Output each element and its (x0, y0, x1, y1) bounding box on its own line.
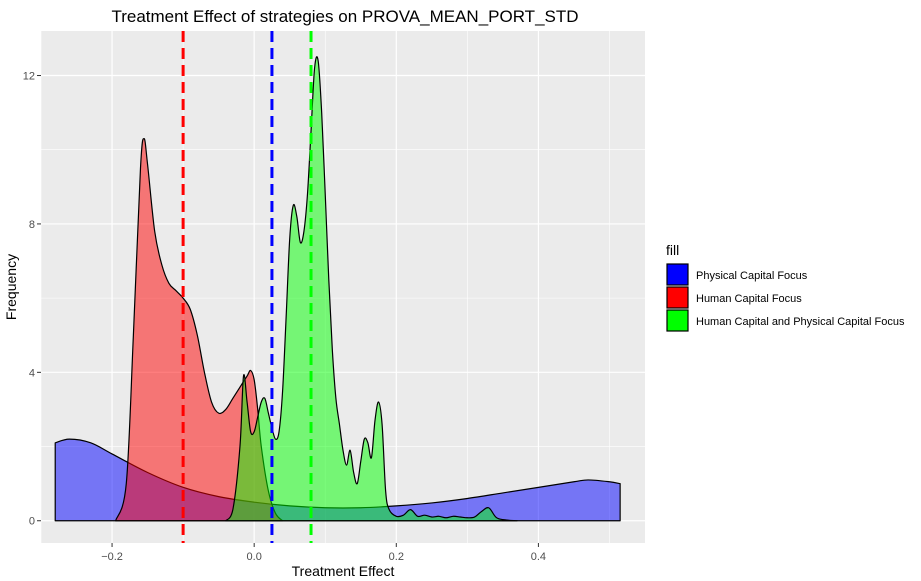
density-area-both (225, 56, 518, 522)
legend-key (666, 263, 689, 286)
legend-label: Physical Capital Focus (696, 270, 808, 282)
y-tick-label: 4 (29, 367, 35, 379)
y-tick-label: 0 (29, 516, 35, 528)
legend-key (666, 286, 689, 309)
legend-item-human: Human Capital Focus (666, 286, 802, 309)
y-axis-title: Frequency (3, 254, 19, 320)
legend: fill Physical Capital Focus Human Capital… (666, 242, 905, 332)
legend-label: Human Capital Focus (696, 293, 802, 305)
x-tick-label: 0.0 (247, 551, 262, 563)
chart-title: Treatment Effect of strategies on PROVA_… (111, 7, 578, 26)
mean-lines (181, 31, 313, 543)
x-axis: −0.2 0.0 0.2 0.4 (101, 543, 546, 563)
density-areas (54, 56, 621, 522)
legend-item-physical: Physical Capital Focus (666, 263, 808, 286)
y-tick-label: 12 (23, 71, 35, 83)
y-axis: 0 4 8 12 (23, 71, 41, 528)
x-axis-title: Treatment Effect (292, 563, 395, 579)
legend-item-both: Human Capital and Physical Capital Focus (666, 309, 905, 332)
legend-label: Human Capital and Physical Capital Focus (696, 316, 905, 328)
x-tick-label: 0.2 (389, 551, 404, 563)
x-tick-label: 0.4 (531, 551, 546, 563)
x-tick-label: −0.2 (101, 551, 123, 563)
legend-title: fill (666, 242, 679, 258)
y-tick-label: 8 (29, 219, 35, 231)
legend-key (666, 309, 689, 332)
